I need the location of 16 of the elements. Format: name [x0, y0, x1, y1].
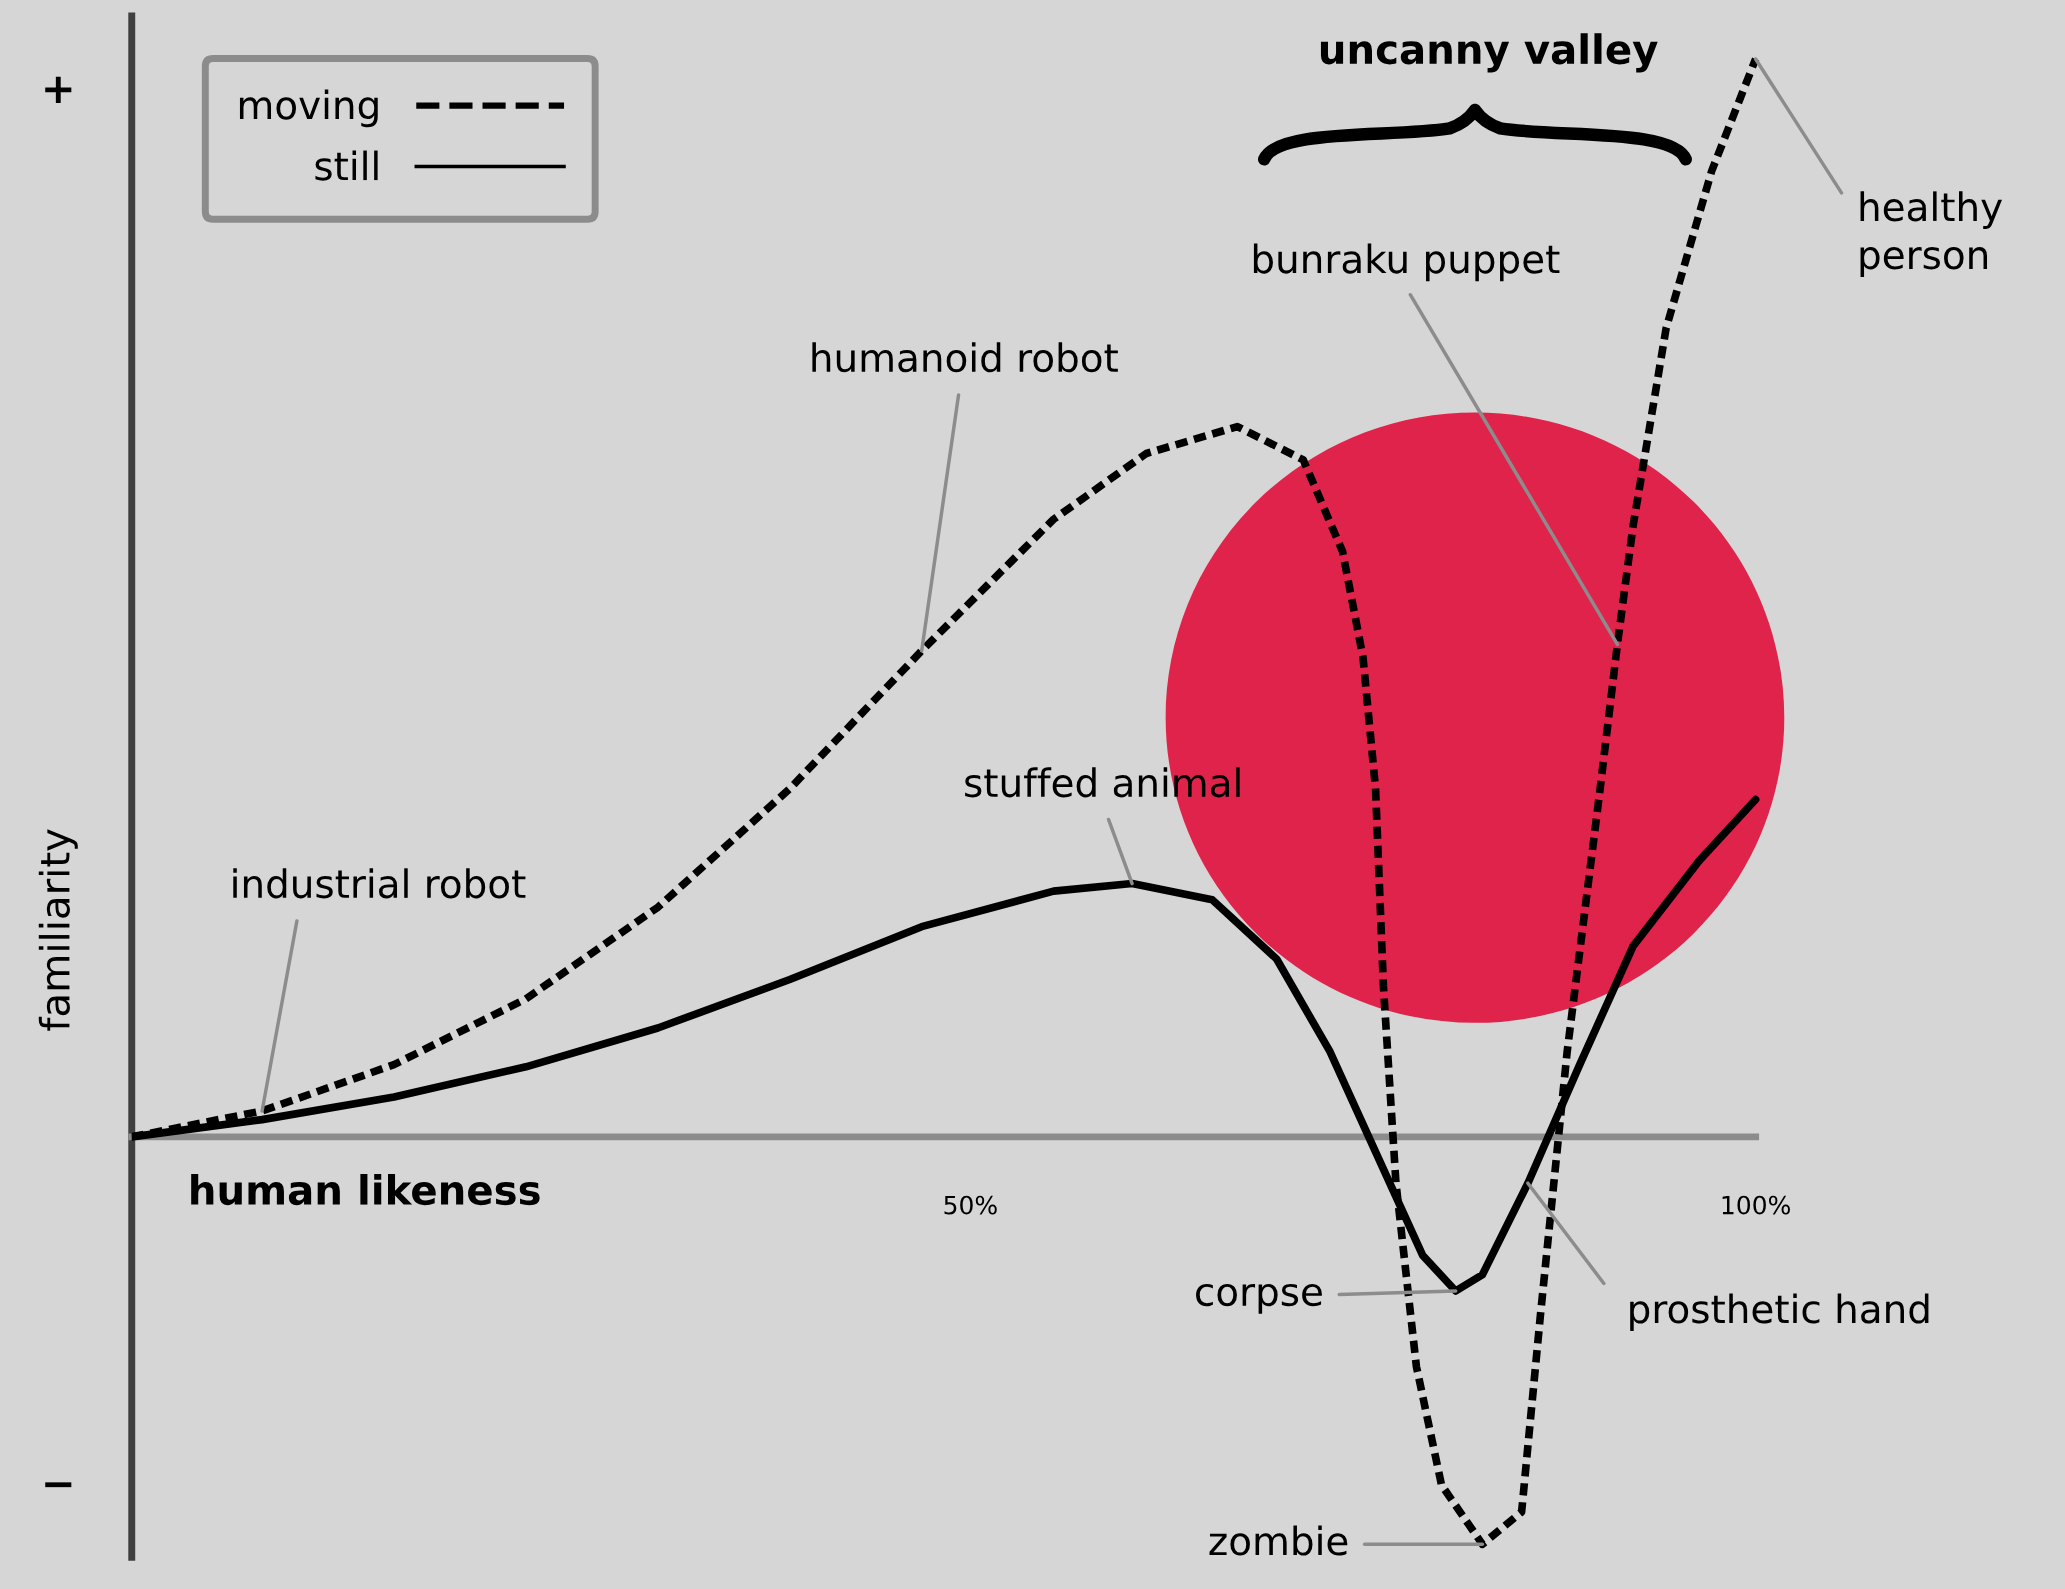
annotation: prosthetic hand	[1630, 1293, 1929, 1332]
x-tick-label: 50%	[944, 1195, 997, 1215]
annotation: zombie	[1209, 1525, 1348, 1556]
x-axis-title: human likeness	[191, 1173, 540, 1206]
x-tick-label: 100%	[1722, 1195, 1790, 1215]
text: +	[45, 76, 72, 103]
y-axis-title: familiarity	[38, 829, 78, 1031]
annotation: industrial robot	[233, 868, 526, 899]
legend-label: moving	[239, 89, 378, 128]
legend-label: still	[315, 150, 378, 181]
annotation: corpse	[1196, 1283, 1322, 1314]
annotation: uncanny valley	[1320, 33, 1658, 73]
annotation: humanoid robot	[812, 342, 1118, 373]
annotation: healthy person	[1860, 191, 2002, 277]
annotation: bunraku puppet	[1253, 243, 1560, 282]
text: −	[45, 1482, 72, 1488]
